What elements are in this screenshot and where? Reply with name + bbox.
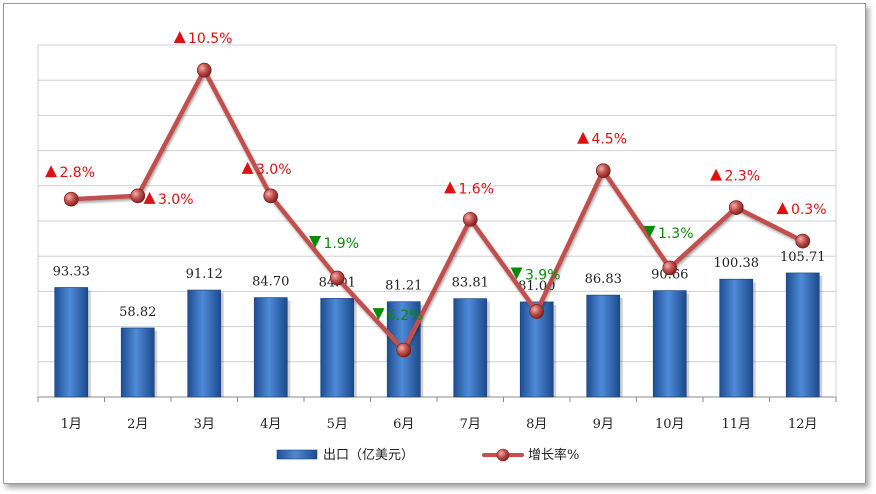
category-label: 7月 <box>460 417 481 432</box>
category-label: 11月 <box>721 417 751 432</box>
growth-marker <box>263 188 279 204</box>
category-label: 5月 <box>327 417 348 432</box>
category-label: 8月 <box>526 417 547 432</box>
growth-marker <box>795 233 811 249</box>
bar-value-label: 91.12 <box>186 267 223 282</box>
growth-marker <box>595 163 611 179</box>
plot-area <box>37 44 837 398</box>
growth-line <box>71 67 804 353</box>
bar <box>785 272 820 398</box>
growth-value-label: 6.2% <box>387 308 423 324</box>
growth-value-label: 3.9% <box>525 268 561 284</box>
category-label: 6月 <box>393 417 414 432</box>
bar-value-label: 105.71 <box>780 250 826 265</box>
category-label: 9月 <box>593 417 614 432</box>
down-arrow-icon <box>643 225 656 238</box>
growth-marker <box>329 270 345 286</box>
growth-label-group: 2.8% 3.0% 10.5% 3.0% 1.9% 6.2% 1.6% 3.9% 4.5% 1.3… <box>45 31 827 324</box>
up-arrow-icon <box>444 181 457 194</box>
growth-value-label: 3.0% <box>256 162 292 178</box>
up-arrow-icon <box>173 31 186 44</box>
down-arrow-icon <box>309 235 322 248</box>
growth-marker <box>63 191 79 207</box>
growth-value-label: 3.0% <box>158 192 194 208</box>
bar <box>187 289 222 398</box>
growth-value-label: 0.3% <box>791 202 827 218</box>
category-label: 12月 <box>788 417 818 432</box>
up-arrow-icon <box>241 161 254 174</box>
category-label: 3月 <box>194 417 215 432</box>
up-arrow-icon <box>577 131 590 144</box>
legend-line-label: 增长率% <box>528 447 579 463</box>
bar <box>253 297 288 398</box>
bar-value-label: 84.70 <box>252 275 289 290</box>
growth-value-label: 1.3% <box>658 226 694 242</box>
category-label: 4月 <box>260 417 281 432</box>
category-axis: 1月 2月 3月 4月 5月 6月 7月 8月 9月 10月 11月 12月 <box>37 397 837 432</box>
bar <box>652 290 687 398</box>
bar <box>120 327 155 398</box>
bar-value-label: 58.82 <box>119 305 156 320</box>
bar-value-label: 86.83 <box>585 272 622 287</box>
up-arrow-icon <box>710 168 723 181</box>
bar-value-label: 93.33 <box>53 264 90 279</box>
growth-marker <box>529 304 545 319</box>
growth-marker <box>728 200 744 215</box>
bar <box>453 298 488 398</box>
growth-marker <box>396 342 412 358</box>
bar <box>320 298 355 398</box>
legend-line-marker <box>496 448 510 462</box>
growth-value-label: 10.5% <box>188 31 232 47</box>
growth-value-label: 2.8% <box>59 165 95 181</box>
down-arrow-icon <box>372 308 385 321</box>
up-arrow-icon <box>143 191 156 204</box>
down-arrow-icon <box>510 267 523 280</box>
category-label: 2月 <box>127 417 148 432</box>
bar-value-label: 83.81 <box>452 276 489 291</box>
growth-line-series <box>63 62 811 358</box>
growth-value-label: 1.9% <box>323 236 359 252</box>
legend: 出口（亿美元） 增长率% <box>276 447 579 463</box>
bar <box>586 294 621 398</box>
bar <box>54 287 89 398</box>
legend-bar-label: 出口（亿美元） <box>323 448 414 463</box>
growth-marker <box>196 62 212 78</box>
bar-series <box>54 272 823 398</box>
growth-value-label: 4.5% <box>591 132 627 148</box>
legend-bar-swatch <box>276 449 318 460</box>
bar <box>719 278 754 398</box>
growth-value-label: 2.3% <box>724 169 760 185</box>
up-arrow-icon <box>776 202 789 215</box>
growth-value-label: 1.6% <box>458 181 494 197</box>
bar-value-label: 100.38 <box>714 256 760 271</box>
category-label: 10月 <box>655 417 685 432</box>
growth-marker <box>462 211 478 227</box>
category-label: 1月 <box>61 417 82 432</box>
growth-marker <box>130 188 146 204</box>
up-arrow-icon <box>45 165 58 178</box>
growth-marker <box>662 260 678 276</box>
bar-value-label: 81.21 <box>385 279 422 294</box>
